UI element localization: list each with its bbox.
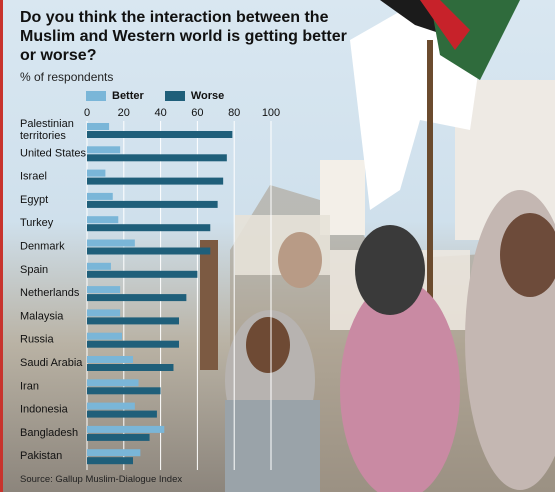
category-label-denmark: Denmark [20, 241, 65, 253]
x-tick-label-80: 80 [228, 107, 240, 119]
legend-label-worse: Worse [190, 90, 225, 102]
x-tick-label-60: 60 [191, 107, 203, 119]
category-label-russia: Russia [20, 334, 55, 346]
category-label-saudi-arabia: Saudi Arabia [20, 357, 83, 369]
category-label-palestinian-territories: Palestinian territories [20, 118, 74, 142]
bar-worse-egypt [87, 200, 218, 208]
category-label-iran: Iran [20, 380, 39, 392]
bar-better-malaysia [87, 309, 121, 317]
bar-better-pakistan [87, 449, 141, 457]
legend-swatch-worse [164, 91, 185, 101]
bar-worse-iran [87, 387, 161, 395]
bar-better-spain [87, 262, 111, 270]
bar-better-israel [87, 169, 106, 177]
bar-better-turkey [87, 216, 119, 224]
bar-worse-netherlands [87, 294, 187, 302]
bar-worse-pakistan [87, 457, 133, 465]
legend-label-better: Better [112, 90, 144, 102]
category-label-egypt: Egypt [20, 194, 48, 206]
category-label-israel: Israel [20, 171, 47, 183]
bar-better-netherlands [87, 286, 121, 294]
legend-item-better: Better [86, 90, 144, 102]
chart-subtitle: % of respondents [20, 70, 114, 84]
category-label-bangladesh: Bangladesh [20, 427, 78, 439]
bar-worse-malaysia [87, 317, 179, 325]
bar-better-denmark [87, 239, 135, 247]
bar-better-egypt [87, 192, 113, 200]
bar-worse-bangladesh [87, 433, 150, 441]
bar-worse-russia [87, 340, 179, 348]
x-tick-label-0: 0 [84, 107, 90, 119]
category-label-turkey: Turkey [20, 217, 54, 229]
chart-legend: Better Worse [86, 90, 242, 104]
bar-better-bangladesh [87, 425, 165, 433]
bar-better-indonesia [87, 402, 135, 410]
category-label-united-states: United States [20, 147, 87, 159]
chart-title: Do you think the interaction between the… [20, 9, 347, 64]
x-tick-label-20: 20 [118, 107, 130, 119]
x-tick-label-100: 100 [262, 107, 280, 119]
category-label-pakistan: Pakistan [20, 450, 62, 462]
legend-swatch-better [86, 91, 106, 101]
category-label-spain: Spain [20, 264, 48, 276]
bar-better-palestinian-territories [87, 123, 110, 130]
bar-worse-israel [87, 177, 224, 185]
bar-worse-saudi-arabia [87, 364, 174, 371]
legend-item-worse: Worse [164, 90, 225, 102]
bar-worse-palestinian-territories [87, 131, 233, 138]
category-label-indonesia: Indonesia [20, 404, 69, 416]
bar-worse-denmark [87, 247, 211, 255]
bar-worse-turkey [87, 224, 211, 232]
bar-better-russia [87, 332, 122, 340]
bar-worse-indonesia [87, 410, 157, 418]
chart-source: Source: Gallup Muslim-Dialogue Index [20, 474, 183, 485]
bar-worse-united-states [87, 154, 227, 162]
bar-better-saudi-arabia [87, 356, 133, 363]
category-label-malaysia: Malaysia [20, 310, 64, 322]
bar-worse-spain [87, 270, 198, 278]
category-label-netherlands: Netherlands [20, 287, 80, 299]
accent-rule [0, 0, 3, 492]
bar-better-united-states [87, 146, 121, 154]
bar-better-iran [87, 379, 139, 387]
x-tick-label-40: 40 [154, 107, 166, 119]
